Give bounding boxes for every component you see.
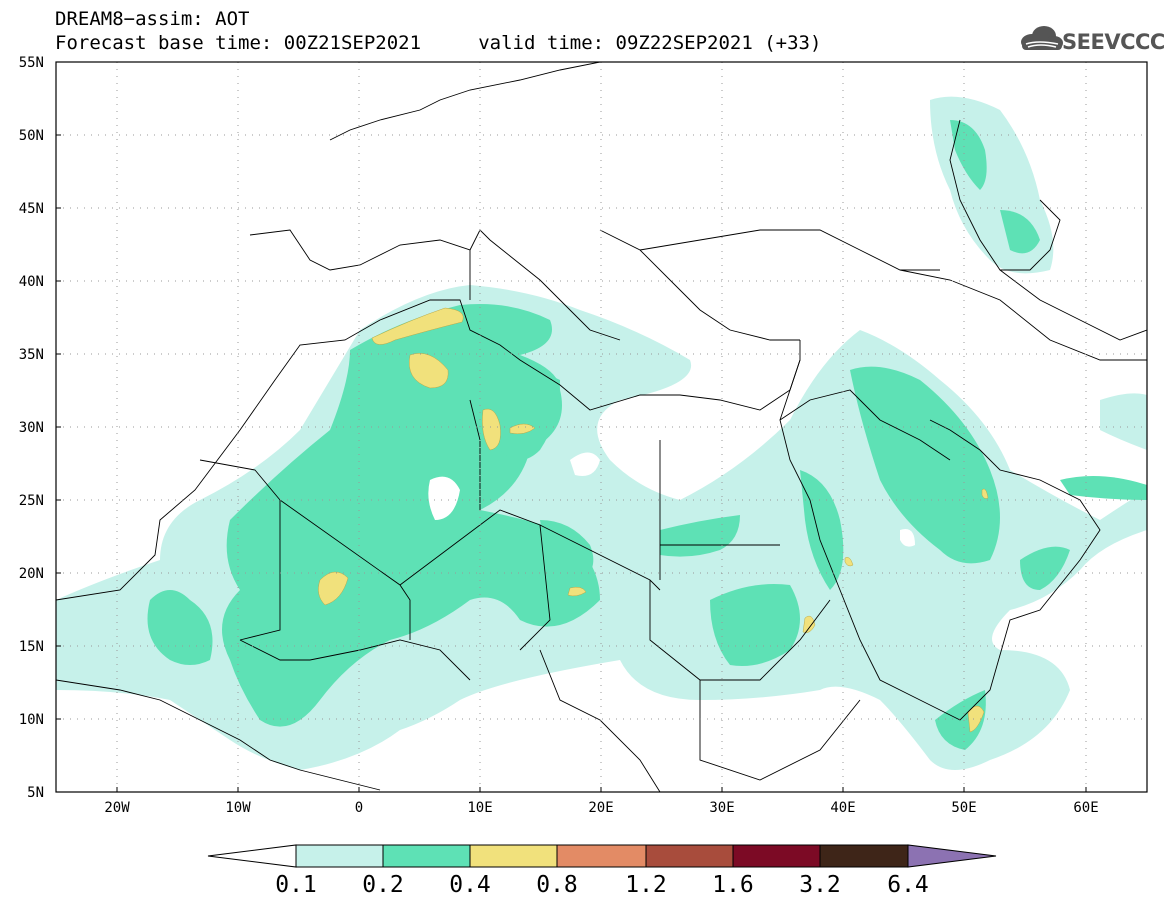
- y-tick-label: 55N: [18, 55, 44, 71]
- y-tick-label: 15N: [18, 639, 44, 655]
- colorbar-label: 0.2: [362, 872, 404, 898]
- colorbar-label: 1.2: [625, 872, 667, 898]
- colorbar-label: 0.4: [449, 872, 491, 898]
- y-tick-label: 50N: [18, 128, 44, 144]
- plot-subtitle: Forecast base time: 00Z21SEP2021 valid t…: [55, 32, 822, 54]
- y-tick-label: 35N: [18, 347, 44, 363]
- x-tick-label: 10E: [467, 800, 493, 816]
- y-tick-label: 20N: [18, 566, 44, 582]
- y-tick-label: 40N: [18, 274, 44, 290]
- y-tick-label: 45N: [18, 201, 44, 217]
- colorbar-label: 6.4: [887, 872, 929, 898]
- x-tick-label: 30E: [709, 800, 735, 816]
- plot-title: DREAM8−assim: AOT: [55, 8, 250, 30]
- logo-text: SEEVCCC: [1062, 30, 1165, 54]
- x-tick-label: 20W: [104, 800, 130, 816]
- x-tick-label: 50E: [951, 800, 977, 816]
- x-tick-label: 0: [354, 800, 364, 816]
- y-tick-label: 25N: [18, 493, 44, 509]
- y-tick-label: 5N: [27, 785, 44, 801]
- x-tick-label: 40E: [830, 800, 856, 816]
- colorbar-label: 0.8: [536, 872, 578, 898]
- cloud-icon: [1021, 26, 1063, 50]
- colorbar-label: 0.1: [275, 872, 317, 898]
- x-tick-label: 10W: [225, 800, 251, 816]
- y-tick-label: 10N: [18, 712, 44, 728]
- x-tick-label: 60E: [1073, 800, 1099, 816]
- x-tick-label: 20E: [588, 800, 614, 816]
- colorbar-label: 3.2: [799, 872, 841, 898]
- colorbar-label: 1.6: [712, 872, 754, 898]
- y-tick-label: 30N: [18, 420, 44, 436]
